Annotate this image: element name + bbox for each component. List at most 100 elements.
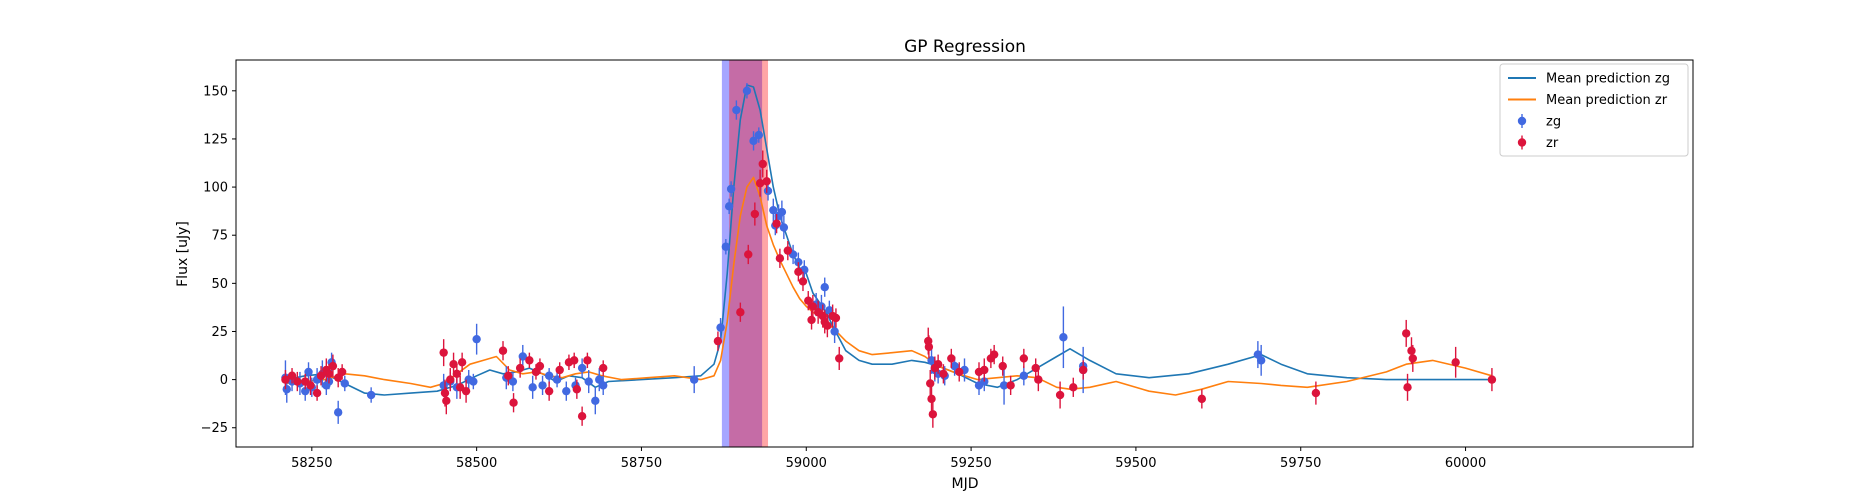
data-point-zr [457, 358, 467, 367]
data-point-zg [721, 242, 731, 251]
x-tick-label: 58750 [621, 456, 662, 471]
x-tick-label: 59250 [950, 456, 991, 471]
data-point-zg [689, 375, 699, 384]
data-point-zr [544, 386, 554, 396]
data-point-zr [535, 361, 545, 371]
data-point-zr [583, 356, 592, 365]
data-point-zg [562, 386, 571, 396]
data-point-zr [555, 365, 564, 375]
data-point-zr [577, 411, 587, 421]
data-point-zr [312, 388, 322, 398]
data-point-zg [1019, 371, 1029, 380]
data-point-zg [820, 282, 829, 292]
legend: Mean prediction zg Mean prediction zr zg zr [1499, 63, 1689, 157]
data-point-zr [461, 386, 471, 396]
data-point-zr [758, 159, 767, 169]
data-point-zg [584, 377, 593, 386]
data-point-zg [726, 184, 736, 194]
y-tick-label: 100 [203, 181, 228, 196]
data-point-zr [1069, 383, 1078, 392]
data-point-zg [1059, 333, 1068, 342]
data-point-zr [306, 381, 315, 390]
mean-prediction-line-zg [285, 84, 1492, 396]
legend-box [1499, 63, 1689, 157]
data-point-zr [939, 369, 948, 379]
data-point-zr [498, 346, 508, 355]
legend-label-mean-zg: Mean prediction zg [1546, 72, 1670, 87]
data-point-zr [1078, 365, 1088, 375]
data-point-zr [804, 296, 813, 305]
legend-label-mean-zr: Mean prediction zr [1546, 93, 1668, 108]
data-point-zr [955, 367, 964, 377]
data-point-zr [525, 356, 534, 365]
data-point-zg [716, 323, 725, 332]
data-point-zg [301, 386, 310, 396]
mean-prediction-line-zr [285, 176, 1493, 396]
plot-area: 58250 58500 58750 59000 59250 59500 59750 60000… [201, 59, 1694, 471]
data-point-zr [794, 267, 803, 276]
y-tick-label: 25 [211, 325, 228, 340]
y-tick-label: 125 [203, 132, 228, 147]
data-point-zg [599, 381, 608, 390]
data-point-zr [316, 371, 326, 380]
legend-point-swatch-zg [1517, 116, 1527, 126]
x-tick-label: 60000 [1445, 456, 1486, 471]
data-point-zr [823, 321, 832, 330]
data-point-zr [440, 388, 450, 398]
y-tick-label: 50 [211, 277, 228, 292]
data-point-zr [755, 179, 765, 188]
data-point-zg [366, 390, 376, 400]
data-point-zg [544, 371, 554, 380]
data-point-zr [798, 277, 808, 286]
y-axis-label: Flux [uJy] [175, 221, 191, 287]
data-point-zr [449, 360, 458, 369]
y-tick-label: 75 [211, 229, 228, 244]
data-point-zr [1407, 346, 1416, 355]
data-point-zg [472, 334, 481, 344]
data-point-zr [947, 354, 956, 363]
chart-title: GP Regression [904, 37, 1026, 57]
data-point-zg [999, 381, 1009, 390]
data-point-zg [779, 223, 789, 232]
data-point-zg [754, 130, 764, 140]
data-point-zr [1006, 381, 1015, 390]
data-point-zr [599, 363, 608, 373]
data-point-zr [1487, 375, 1497, 384]
data-point-zr [1403, 383, 1412, 392]
data-point-zr [808, 302, 818, 311]
data-point-zr [1019, 354, 1029, 363]
data-point-zr [1451, 358, 1460, 367]
data-point-zr [980, 365, 989, 375]
data-point-zg [340, 379, 349, 388]
data-point-zr [926, 379, 935, 388]
data-point-zr [1408, 354, 1418, 363]
data-point-zr [572, 385, 582, 394]
data-point-zr [293, 377, 302, 386]
y-tick-label: 0 [220, 373, 228, 388]
x-tick-label: 58250 [291, 456, 332, 471]
data-point-zr [446, 375, 455, 384]
data-point-zg [538, 381, 547, 390]
data-point-zr [928, 410, 938, 419]
data-point-zr [744, 250, 753, 259]
x-tick-label: 59750 [1280, 456, 1321, 471]
data-point-zg [333, 408, 343, 417]
legend-label-zr: zr [1546, 136, 1559, 151]
data-point-zr [762, 177, 771, 186]
data-point-zg [763, 186, 773, 196]
data-point-zr [1034, 375, 1043, 384]
data-point-zr [509, 398, 518, 407]
data-point-zr [281, 375, 290, 384]
data-point-zg [777, 207, 787, 217]
data-point-zg [508, 377, 518, 386]
data-point-zr [783, 246, 793, 255]
data-point-zr [455, 383, 465, 392]
data-point-zg [769, 205, 778, 215]
legend-label-zg: zg [1546, 115, 1561, 130]
x-axis-label: MJD [952, 476, 979, 492]
data-point-zr [927, 394, 936, 404]
data-point-zr [442, 396, 451, 405]
x-tick-label: 59000 [786, 456, 827, 471]
data-point-zr [989, 350, 999, 359]
